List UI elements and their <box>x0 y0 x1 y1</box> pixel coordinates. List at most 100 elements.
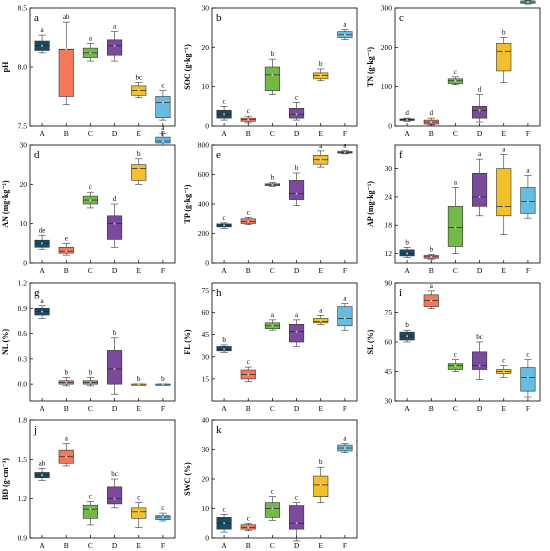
box-A: ab <box>34 460 50 481</box>
y-tick-label: 75 <box>202 286 210 295</box>
significance-label: a <box>41 297 45 305</box>
x-tick-label: E <box>136 404 141 413</box>
box-mean-marker <box>343 151 346 154</box>
box-E: bc <box>131 73 147 98</box>
box-mean-marker <box>89 381 92 384</box>
significance-label: a <box>430 282 434 290</box>
significance-label: c <box>247 208 250 216</box>
x-tick-label: A <box>221 541 227 550</box>
box-mean-marker <box>65 250 68 253</box>
x-tick-label: F <box>343 266 347 275</box>
box-F: a <box>155 124 171 146</box>
x-tick-label: E <box>318 541 323 550</box>
significance-label: b <box>295 164 299 172</box>
y-tick-label: 0 <box>205 534 209 543</box>
x-tick-label: C <box>88 541 93 550</box>
plot-frame <box>29 419 176 539</box>
y-tick-label: 8.0 <box>18 63 28 72</box>
significance-label: b <box>430 246 434 254</box>
y-tick-label: 0.9 <box>18 304 28 313</box>
y-tick-label: 1.5 <box>18 455 28 464</box>
box-mean-marker <box>89 508 92 511</box>
box-mean-marker <box>430 121 433 124</box>
box-mean-marker <box>406 118 409 121</box>
y-tick-label: 40 <box>202 416 210 425</box>
box-mean-marker <box>247 220 250 223</box>
x-tick-label: A <box>404 266 410 275</box>
box-mean-marker <box>502 370 505 373</box>
panel-c: c 0 100 200 300 TN (g·kg⁻¹) Ad Bd Cc Dd Eb Fa <box>366 0 541 138</box>
x-tick-label: B <box>246 541 251 550</box>
box-E: a <box>313 142 329 168</box>
box-mean-marker <box>113 222 116 225</box>
x-tick-label: C <box>453 129 458 138</box>
box-E: b <box>131 375 147 386</box>
significance-label: c <box>454 68 457 76</box>
x-tick-label: E <box>318 266 323 275</box>
y-axis-label: TN (g·kg⁻¹) <box>366 47 375 88</box>
box-A: c <box>216 505 232 533</box>
box-B: b <box>58 368 74 387</box>
significance-label: c <box>454 351 457 359</box>
box-mean-marker <box>65 381 68 384</box>
plot-frame <box>394 144 541 264</box>
x-tick-label: B <box>64 266 69 275</box>
significance-label: a <box>41 26 45 34</box>
panel-letter: e <box>216 149 221 161</box>
plot-frame <box>211 7 358 127</box>
x-tick-label: E <box>136 266 141 275</box>
y-tick-label: 24 <box>385 192 393 201</box>
box-F: b <box>155 375 171 386</box>
y-tick-label: 800 <box>198 141 210 150</box>
x-tick-label: D <box>112 129 118 138</box>
box-E: a <box>496 145 512 235</box>
significance-label: c <box>223 97 226 105</box>
significance-label: a <box>65 435 69 443</box>
box-mean-marker <box>271 324 274 327</box>
box-body <box>131 507 147 519</box>
significance-label: d <box>478 86 482 94</box>
box-body <box>472 106 488 119</box>
y-tick-label: 18 <box>385 221 393 230</box>
box-body <box>520 367 536 392</box>
box-mean-marker <box>137 510 140 513</box>
box-mean-marker <box>502 205 505 208</box>
significance-label: c <box>89 492 92 500</box>
box-mean-marker <box>295 113 298 116</box>
box-mean-marker <box>526 1 529 4</box>
box-mean-marker <box>113 44 116 47</box>
box-mean-marker <box>223 113 226 116</box>
significance-label: a <box>454 178 458 186</box>
significance-label: a <box>271 311 275 319</box>
significance-label: a <box>319 306 323 314</box>
box-mean-marker <box>343 447 346 450</box>
box-mean-marker <box>526 376 529 379</box>
y-tick-label: 45 <box>202 330 210 339</box>
box-mean-marker <box>343 33 346 36</box>
y-axis-label: SOC (g·kg⁻¹) <box>183 44 192 90</box>
x-tick-label: C <box>88 129 93 138</box>
significance-label: b <box>405 321 409 329</box>
box-mean-marker <box>319 320 322 323</box>
significance-label: ab <box>63 13 70 21</box>
box-F: a <box>337 142 353 155</box>
y-tick-label: 0.3 <box>18 354 28 363</box>
x-tick-label: B <box>429 129 434 138</box>
box-mean-marker <box>406 335 409 338</box>
y-tick-label: 15 <box>202 374 210 383</box>
significance-label: c <box>161 82 164 90</box>
box-B: c <box>240 208 256 225</box>
x-tick-label: B <box>246 129 251 138</box>
box-E: b <box>131 150 147 185</box>
panel-d: d 0 10 20 30 AN (mg·kg⁻¹) Ade Be Cc Dd Eb Fa <box>1 124 176 275</box>
x-tick-label: A <box>39 404 45 413</box>
box-mean-marker <box>478 109 481 112</box>
box-mean-marker <box>223 348 226 351</box>
significance-label: b <box>161 375 165 383</box>
box-body <box>472 173 488 207</box>
x-tick-label: E <box>501 404 506 413</box>
panel-letter: i <box>399 287 402 299</box>
box-D: a <box>472 150 488 217</box>
panel-letter: f <box>399 149 403 161</box>
box-C: a <box>264 311 280 331</box>
